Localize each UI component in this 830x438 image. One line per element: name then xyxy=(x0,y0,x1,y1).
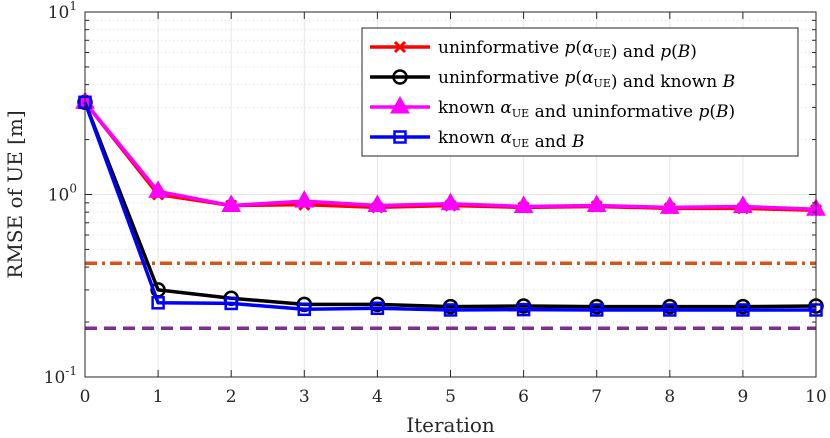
x-axis-title: Iteration xyxy=(406,413,495,437)
x-tick-label: 7 xyxy=(591,387,602,407)
x-marker xyxy=(393,40,407,54)
y-tick-labels: 101 100 10-1 xyxy=(44,0,77,388)
x-tick-label: 0 xyxy=(80,387,91,407)
y-axis-title: RMSE of UE [m] xyxy=(3,110,27,278)
x-tick-label: 2 xyxy=(226,387,237,407)
square-marker xyxy=(393,130,407,144)
square-marker xyxy=(736,303,750,317)
triangle-marker xyxy=(659,196,680,214)
x-tick-label: 6 xyxy=(518,387,529,407)
axis-ticks xyxy=(84,11,817,378)
legend-label: uninformative p(αUE) and p(B) xyxy=(438,38,697,62)
series-4 xyxy=(78,95,823,317)
legend-label: known αUE and B xyxy=(438,128,584,152)
y-tick-label: 10-1 xyxy=(44,364,77,388)
triangle-marker xyxy=(440,192,461,211)
square-marker xyxy=(663,303,677,317)
triangle-marker xyxy=(221,194,242,213)
legend: uninformative p(αUE) and p(B) uninformati… xyxy=(361,27,799,157)
triangle-marker xyxy=(367,194,388,213)
legend-box xyxy=(361,27,799,157)
square-marker xyxy=(224,296,238,311)
triangle-marker xyxy=(513,195,534,213)
reference-lines xyxy=(85,261,816,330)
series-layer xyxy=(75,91,826,317)
triangle-marker xyxy=(390,95,410,114)
square-marker xyxy=(151,296,165,310)
legend-label: uninformative p(αUE) and known B xyxy=(438,68,735,92)
x-marker-stroke xyxy=(393,40,407,54)
series-line xyxy=(83,101,816,312)
y-tick-label: 100 xyxy=(48,182,77,206)
square-marker xyxy=(589,303,604,317)
x-tick-label: 3 xyxy=(299,387,310,407)
legend-item-4: known αUE and B xyxy=(370,128,584,152)
square-marker xyxy=(370,301,385,316)
legend-label: known αUE and uninformative p(B) xyxy=(438,98,735,122)
square-marker xyxy=(443,303,458,317)
square-marker xyxy=(297,302,312,317)
legend-item-2: uninformative p(αUE) and known B xyxy=(370,68,735,92)
square-marker xyxy=(516,302,531,317)
y-tick-label: 101 xyxy=(48,0,77,23)
circle-marker xyxy=(392,69,408,85)
x-tick-label: 10 xyxy=(805,387,827,407)
legend-item-1: uninformative p(αUE) and p(B) xyxy=(370,38,697,62)
triangle-marker xyxy=(733,195,753,213)
x-tick-label: 5 xyxy=(445,387,456,407)
x-tick-label: 9 xyxy=(737,387,748,407)
series-line xyxy=(83,101,817,309)
x-tick-label: 4 xyxy=(372,387,383,407)
triangle-marker xyxy=(586,194,607,213)
triangle-marker xyxy=(148,180,168,198)
x-tick-labels: 0 1 2 3 4 5 6 7 8 9 10 xyxy=(80,387,827,407)
x-tick-label: 8 xyxy=(664,387,675,407)
series-3 xyxy=(75,91,826,216)
triangle-marker xyxy=(294,190,315,208)
legend-item-3: known αUE and uninformative p(B) xyxy=(370,95,735,122)
x-tick-label: 1 xyxy=(153,387,164,407)
